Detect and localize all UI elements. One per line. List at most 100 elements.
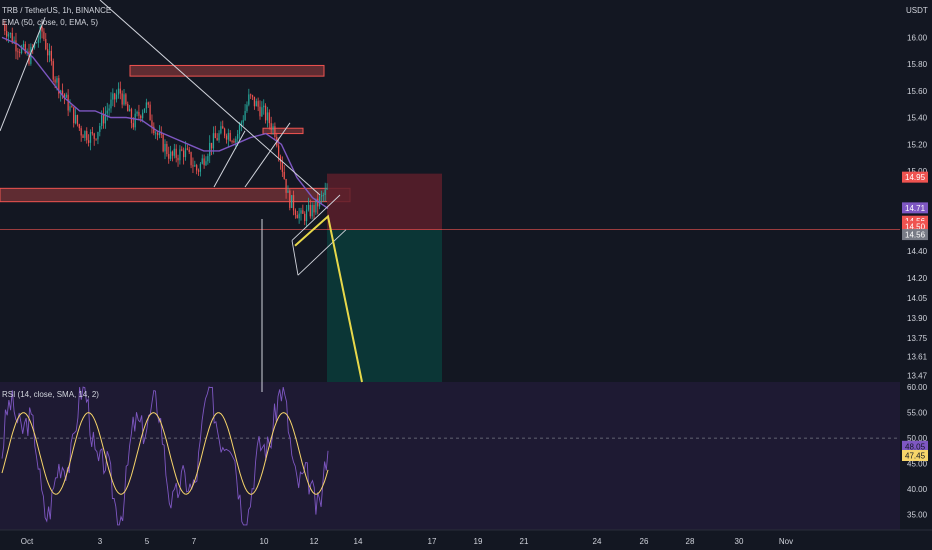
candle-body: [233, 141, 235, 143]
price-axis-tick: 15.20: [907, 140, 928, 149]
ema-label: EMA (50, close, 0, EMA, 5): [2, 18, 99, 27]
candle-body: [82, 135, 84, 138]
candle-body: [218, 133, 220, 141]
candle-body: [84, 131, 86, 138]
candle-body: [296, 214, 298, 219]
candle-body: [184, 148, 187, 158]
candle-body: [130, 109, 133, 124]
candle-body: [322, 195, 324, 196]
candle-body: [74, 115, 77, 124]
candle-body: [250, 94, 252, 96]
candle-body: [145, 102, 148, 109]
candle-body: [115, 94, 118, 100]
rsi-ma-line: [1, 412, 329, 495]
candle-body: [186, 148, 188, 150]
time-axis-tick: 17: [428, 537, 437, 546]
price-axis-tick: 13.75: [907, 334, 928, 343]
time-axis-tick: 30: [735, 537, 744, 546]
candle-body: [313, 205, 315, 213]
candle-body: [7, 34, 10, 37]
price-axis-tick: 13.47: [907, 371, 928, 380]
candle-body: [80, 128, 82, 136]
projection-path: [294, 214, 363, 383]
candle-body: [147, 102, 149, 105]
candle-body: [19, 52, 21, 53]
candle-body: [253, 96, 256, 107]
rising-wedge: [291, 194, 347, 276]
time-axis-tick: 28: [686, 537, 695, 546]
candle-body: [289, 190, 291, 208]
flag-line-2: [244, 122, 291, 188]
candle-body: [58, 78, 60, 94]
candle-body: [47, 49, 49, 56]
rsi-axis-tick: 60.00: [907, 383, 928, 392]
price-tag-label: 14.50: [905, 223, 926, 232]
candle-body: [209, 142, 211, 157]
candle-body: [39, 26, 41, 40]
candle-body: [197, 170, 200, 172]
candle-body: [246, 104, 248, 112]
candle-body: [240, 122, 243, 125]
price-axis-tick: 15.60: [907, 87, 928, 96]
candle-body: [20, 47, 23, 53]
candle-body: [324, 189, 326, 196]
candle-body: [307, 204, 310, 210]
candle-body: [188, 149, 190, 153]
candle-body: [212, 133, 215, 149]
candle-body: [168, 154, 170, 159]
price-tag: [902, 171, 928, 183]
candle-body: [268, 112, 270, 124]
candle-body: [63, 94, 66, 98]
candle-body: [41, 26, 43, 32]
candle-body: [257, 101, 259, 107]
candle-body: [318, 196, 321, 207]
candle-body: [177, 157, 179, 161]
candle-body: [210, 142, 213, 149]
candle-body: [166, 144, 168, 155]
candle-body: [179, 149, 181, 161]
candle-body: [203, 158, 205, 166]
candle-body: [248, 94, 250, 105]
rsi-tag-label: 47.45: [905, 452, 926, 461]
candle-body: [33, 43, 36, 48]
candle-body: [127, 104, 129, 112]
price-tag-label: 14.56: [905, 231, 926, 240]
candle-body: [93, 133, 95, 139]
candle-body: [291, 195, 293, 208]
rsi-axis-tick: 55.00: [907, 409, 928, 418]
candle-body: [78, 124, 80, 129]
candle-body: [326, 188, 328, 190]
candle-body: [173, 148, 175, 156]
candle-body: [302, 210, 304, 214]
candle-body: [153, 126, 155, 134]
candle-body: [160, 132, 162, 135]
rsi-axis-tick: 45.00: [907, 460, 928, 469]
candle-body: [261, 107, 263, 117]
candle-body: [9, 33, 12, 35]
candle-body: [119, 88, 121, 94]
candle-body: [104, 113, 107, 124]
candle-body: [223, 128, 226, 136]
candle-body: [67, 94, 69, 111]
candle-body: [199, 163, 202, 172]
candle-body: [214, 133, 216, 139]
time-axis-tick: 10: [260, 537, 269, 546]
candle-body: [169, 151, 172, 159]
candle-body: [87, 140, 90, 143]
time-axis-tick: 21: [520, 537, 529, 546]
candle-body: [149, 104, 151, 121]
rsi-line: [1, 386, 329, 526]
candle-body: [264, 105, 267, 121]
price-axis-tick: 13.90: [907, 314, 928, 323]
candle-body: [140, 115, 142, 119]
resistance-zone: [129, 64, 325, 77]
candle-body: [121, 93, 123, 105]
time-axis-tick: 14: [354, 537, 363, 546]
candle-body: [69, 106, 71, 111]
candle-body: [190, 152, 192, 166]
candle-body: [315, 198, 317, 213]
candle-body: [182, 150, 185, 158]
candle-body: [285, 178, 287, 193]
